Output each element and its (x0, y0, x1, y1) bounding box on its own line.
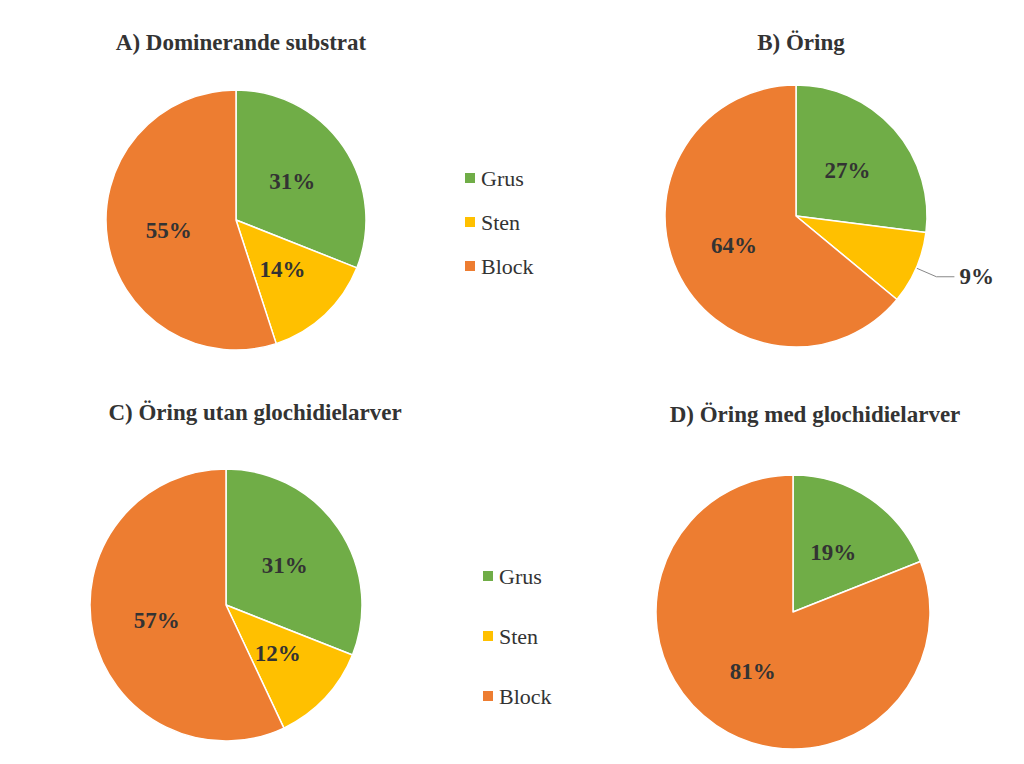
svg-text:A) Dominerande substrat: A) Dominerande substrat (116, 30, 367, 55)
svg-text:Grus: Grus (499, 564, 542, 589)
svg-text:Sten: Sten (499, 624, 538, 649)
svg-text:Block: Block (481, 254, 534, 279)
svg-text:64%: 64% (711, 233, 757, 258)
svg-text:14%: 14% (260, 257, 306, 282)
svg-text:9%: 9% (959, 264, 994, 289)
svg-text:D) Öring med glochidielarver: D) Öring med glochidielarver (670, 402, 961, 427)
svg-text:31%: 31% (262, 553, 308, 578)
svg-text:31%: 31% (269, 169, 315, 194)
svg-text:Block: Block (499, 684, 552, 709)
svg-text:27%: 27% (824, 158, 870, 183)
svg-text:B) Öring: B) Öring (757, 30, 845, 55)
svg-text:C) Öring utan glochidielarver: C) Öring utan glochidielarver (108, 400, 401, 425)
svg-text:Grus: Grus (481, 166, 524, 191)
svg-text:Sten: Sten (481, 210, 520, 235)
svg-text:57%: 57% (134, 608, 180, 633)
svg-text:19%: 19% (810, 540, 856, 565)
svg-text:81%: 81% (730, 659, 776, 684)
svg-text:12%: 12% (255, 641, 301, 666)
svg-text:55%: 55% (146, 218, 192, 243)
